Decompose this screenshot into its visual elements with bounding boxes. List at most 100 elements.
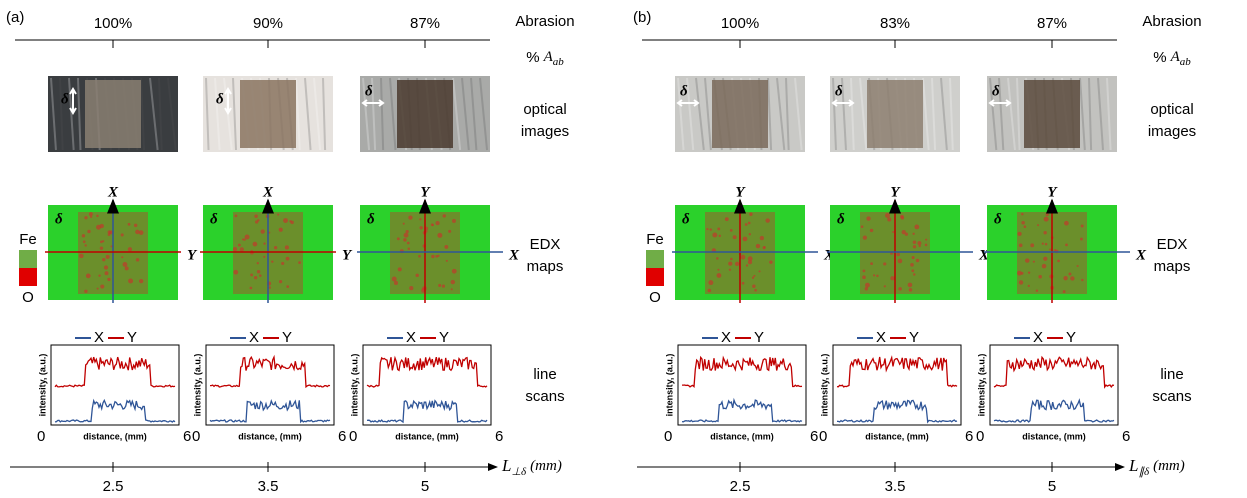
- scan-curve: [836, 399, 958, 424]
- edx-speckle: [749, 212, 753, 216]
- delta-arrow: [224, 87, 232, 115]
- edx-horizontal-name: Y: [342, 247, 353, 263]
- scan-xtick: 0: [664, 428, 672, 445]
- optical-texture: [695, 77, 705, 151]
- delta-arrow: [69, 87, 77, 115]
- edx-speckle: [244, 234, 250, 240]
- scan-xtick: 6: [965, 428, 973, 445]
- edx-speckle: [278, 280, 283, 284]
- edx-speckle: [403, 232, 409, 238]
- scan-xlabel: distance, (mm): [710, 431, 774, 441]
- edx-speckle: [1043, 216, 1049, 222]
- edx-speckle: [1041, 242, 1044, 245]
- edx-speckle: [862, 275, 866, 280]
- delta-label: δ: [61, 91, 69, 107]
- scan-legend-x: X: [876, 329, 886, 346]
- optical-texture: [677, 77, 685, 151]
- abrasion-unit: % Aab: [1153, 49, 1191, 68]
- axis-subscript: ∥δ: [1138, 466, 1150, 478]
- row-label: line: [533, 366, 556, 383]
- optical-texture: [704, 77, 712, 151]
- scan-xlabel: distance, (mm): [83, 431, 147, 441]
- edx-speckle: [900, 216, 905, 220]
- edx-speckle: [444, 244, 449, 249]
- row-label: line: [1160, 366, 1183, 383]
- edx-speckle: [120, 233, 124, 237]
- abrasion-value: 87%: [410, 15, 440, 32]
- optical-texture: [479, 77, 489, 151]
- delta-label: δ: [365, 83, 373, 99]
- optical-sample: [712, 80, 768, 148]
- edx-speckle: [254, 214, 258, 219]
- edx-speckle: [1076, 264, 1079, 268]
- edx-speckle: [897, 258, 903, 264]
- edx-speckle: [1018, 280, 1024, 285]
- edx-speckle: [263, 255, 266, 258]
- delta-arrow: [676, 99, 700, 107]
- edx-speckle: [84, 244, 87, 247]
- edx-speckle: [1057, 259, 1060, 263]
- row-label: images: [1148, 123, 1196, 140]
- scan-xtick: 0: [819, 428, 827, 445]
- edx-speckle: [1030, 243, 1035, 248]
- edx-speckle: [253, 276, 258, 280]
- edx-speckle: [281, 261, 285, 266]
- edx-horizontal-name: Y: [187, 247, 198, 263]
- edx-speckle: [289, 220, 292, 223]
- optical-texture: [295, 77, 301, 151]
- edx-speckle: [1037, 224, 1040, 227]
- edx-horizontal-name: X: [508, 247, 520, 263]
- row-label: images: [521, 123, 569, 140]
- edx-speckle: [912, 240, 917, 245]
- edx-speckle: [864, 287, 869, 291]
- edx-speckle: [870, 262, 873, 266]
- optical-texture: [1079, 77, 1086, 151]
- edx-speckle: [441, 284, 446, 288]
- edx-speckle: [138, 230, 144, 235]
- edx-speckle: [273, 245, 278, 250]
- optical-texture: [931, 77, 937, 151]
- edx-speckle: [706, 228, 709, 231]
- edx-vertical-name: Y: [735, 184, 746, 200]
- optical-texture: [232, 77, 238, 151]
- edx-speckle: [283, 218, 288, 223]
- optical-texture: [940, 77, 948, 151]
- optical-texture: [794, 77, 803, 151]
- optical-texture: [785, 77, 790, 151]
- edx-speckle: [890, 276, 895, 281]
- edx-speckle: [278, 227, 283, 232]
- edx-speckle: [755, 243, 761, 249]
- edx-speckle: [233, 269, 239, 275]
- optical-sample: [397, 80, 453, 148]
- edx-legend-fe: Fe: [19, 231, 37, 248]
- edx-speckle: [1035, 289, 1039, 292]
- abrasion-value: 83%: [880, 15, 910, 32]
- edx-speckle: [121, 256, 124, 259]
- edx-speckle: [1080, 224, 1084, 228]
- edx-speckle: [84, 289, 88, 293]
- optical-texture: [776, 77, 786, 151]
- edx-speckle: [405, 229, 409, 234]
- edx-speckle: [88, 212, 93, 217]
- scan-xtick: 6: [183, 428, 191, 445]
- edx-speckle: [450, 279, 456, 285]
- edx-speckle: [90, 215, 93, 219]
- optical-texture: [686, 77, 695, 151]
- edx-speckle: [918, 244, 921, 248]
- edx-speckle: [1081, 278, 1084, 282]
- edx-legend-red: [646, 268, 664, 286]
- edx-speckle: [128, 278, 134, 284]
- edx-speckle: [758, 270, 761, 273]
- edx-speckle: [418, 254, 421, 258]
- edx-speckle: [732, 235, 737, 240]
- edx-speckle: [122, 262, 128, 267]
- edx-speckle: [430, 223, 434, 227]
- axis-unit: (mm): [1153, 458, 1185, 474]
- optical-sample: [867, 80, 923, 148]
- scan-legend-x: X: [249, 329, 259, 346]
- edx-speckle: [896, 252, 901, 257]
- scan-legend-y: Y: [1066, 329, 1076, 346]
- edx-speckle: [268, 231, 271, 234]
- edx-speckle: [716, 257, 719, 260]
- optical-texture: [859, 77, 868, 151]
